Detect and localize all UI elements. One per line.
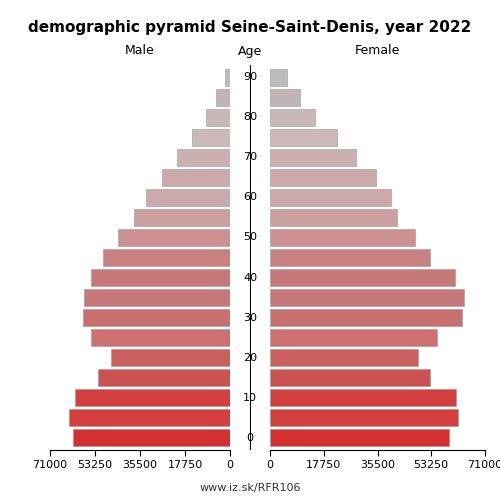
Bar [270,309,462,326]
Bar [270,209,397,226]
Bar [270,390,456,406]
Bar [162,169,230,186]
Bar [177,148,230,166]
Bar [270,410,458,426]
Bar [270,229,416,246]
Bar [111,349,230,366]
Bar [73,430,230,446]
Bar [270,289,464,306]
Bar [270,329,436,346]
Bar [83,309,230,326]
Text: 0: 0 [246,433,254,443]
Bar [270,189,391,206]
Bar [270,370,430,386]
Bar [206,108,230,126]
Text: 50: 50 [243,232,257,242]
Bar [69,410,230,426]
Bar [90,329,230,346]
Bar [146,189,230,206]
Bar [134,209,230,226]
Bar [216,88,230,106]
Text: 90: 90 [243,72,257,82]
Bar [76,390,230,406]
Text: www.iz.sk/RFR106: www.iz.sk/RFR106 [199,482,301,492]
Bar [270,128,336,146]
Bar [84,289,230,306]
Bar [270,169,376,186]
Bar [270,249,430,266]
Bar [270,269,454,286]
Bar [270,148,356,166]
Text: Age: Age [238,44,262,58]
Bar [103,249,230,266]
Bar [270,108,316,126]
Bar [270,68,286,86]
Text: 20: 20 [243,353,257,363]
Text: 30: 30 [243,312,257,322]
Text: 70: 70 [243,152,257,162]
Bar [270,430,448,446]
Text: 60: 60 [243,192,257,202]
Bar [192,128,230,146]
Bar [98,370,230,386]
Bar [270,349,418,366]
Text: demographic pyramid Seine-Saint-Denis, year 2022: demographic pyramid Seine-Saint-Denis, y… [28,20,471,35]
Bar [118,229,230,246]
Bar [270,88,300,106]
Bar [225,68,230,86]
Bar [90,269,230,286]
Text: Male: Male [125,44,155,58]
Text: 40: 40 [243,272,257,282]
Text: 80: 80 [243,112,257,122]
Text: 10: 10 [243,393,257,403]
Text: Female: Female [355,44,400,58]
